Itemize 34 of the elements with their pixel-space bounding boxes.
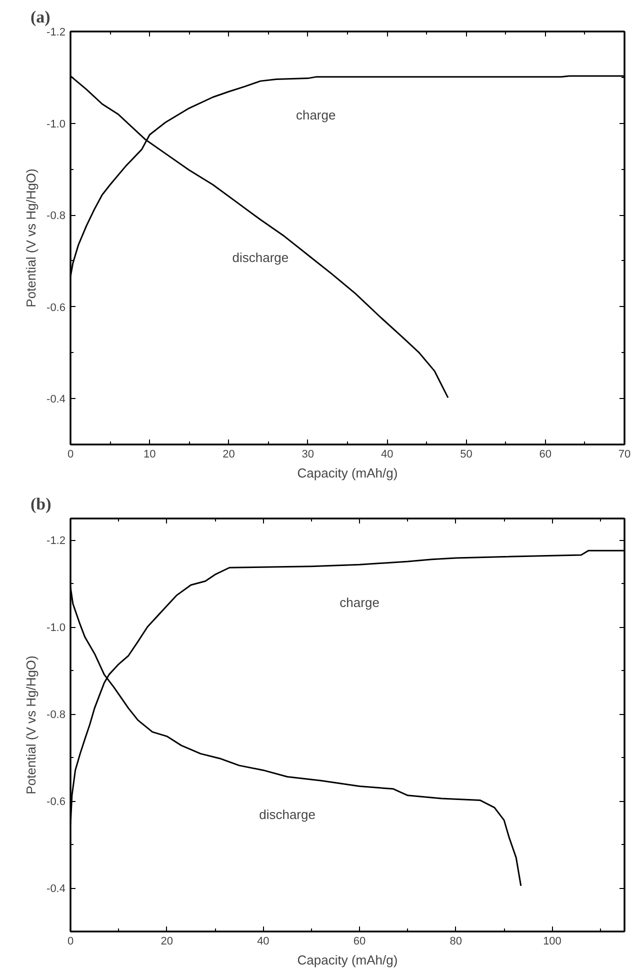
chart-title: (a) xyxy=(30,8,50,26)
x-axis-title: Capacity (mAh/g) xyxy=(297,952,398,968)
series-label: discharge xyxy=(232,250,289,266)
text: charge xyxy=(340,595,380,610)
x-tick-label: 70 xyxy=(618,448,631,460)
x-tick-label: 60 xyxy=(539,448,552,460)
x-tick-label: 10 xyxy=(144,448,156,460)
y-tick-label: -0.8 xyxy=(46,709,66,722)
y-axis-title: Potential (V vs Hg/HgO) xyxy=(24,656,39,794)
x-tick-label: 40 xyxy=(380,448,394,460)
y-tick-label: -0.6 xyxy=(46,796,66,808)
x-tick-label: 80 xyxy=(450,936,462,948)
x-tick-label: 20 xyxy=(160,936,173,948)
x-tick-label: 30 xyxy=(302,448,314,460)
x-tick-label: 40 xyxy=(257,936,270,948)
y-tick-label: -1.2 xyxy=(46,535,66,548)
x-tick-label: 20 xyxy=(222,448,235,460)
y-tick-label: -0.4 xyxy=(46,883,66,896)
text: charge xyxy=(296,107,336,122)
x-tick-label: 50 xyxy=(460,448,472,460)
y-tick-label: -0.6 xyxy=(46,302,66,314)
x-tick-label: 100 xyxy=(543,936,562,948)
x-axis-title: Capacity (mAh/g) xyxy=(297,466,398,480)
chart-title: (b) xyxy=(30,494,52,514)
y-tick-label: -0.4 xyxy=(46,394,66,406)
y-tick-label: -1.0 xyxy=(46,622,66,634)
x-tick-label: 60 xyxy=(353,936,366,948)
x-tick-label: 0 xyxy=(67,448,74,460)
text: discharge xyxy=(259,807,316,822)
y-axis-title: Potential (V vs Hg/HgO) xyxy=(24,168,39,308)
y-tick-label: -1.0 xyxy=(46,118,66,130)
y-tick-label: -0.8 xyxy=(46,210,66,222)
x-tick-label: 0 xyxy=(67,936,74,948)
y-tick-label: -1.2 xyxy=(46,26,66,38)
